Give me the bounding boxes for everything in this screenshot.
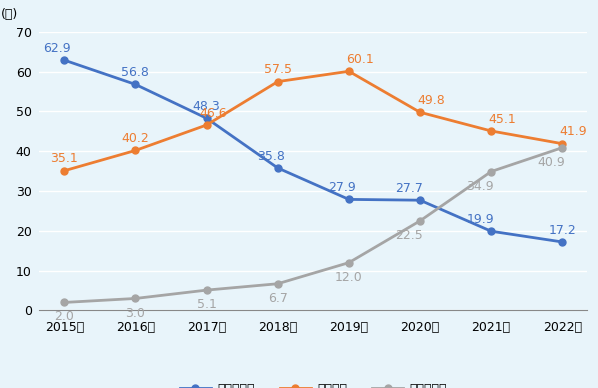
Text: 46.6: 46.6 [200, 107, 227, 120]
Text: 49.8: 49.8 [417, 94, 445, 107]
代替燃料車 [132, 296, 139, 301]
Legend: ディーゼル, ガソリン, 代替燃料車: ディーゼル, ガソリン, 代替燃料車 [175, 378, 452, 388]
代替燃料車 [61, 300, 68, 305]
代替燃料車 [559, 146, 566, 150]
代替燃料車 [203, 288, 210, 293]
Text: 6.7: 6.7 [268, 292, 288, 305]
Text: 56.8: 56.8 [121, 66, 150, 79]
Text: (％): (％) [1, 8, 19, 21]
ガソリン [345, 69, 352, 74]
ディーゼル [61, 58, 68, 62]
Text: 12.0: 12.0 [335, 271, 363, 284]
Text: 27.9: 27.9 [328, 181, 356, 194]
ガソリン [203, 123, 210, 127]
ディーゼル [274, 166, 281, 170]
ガソリン [274, 79, 281, 84]
Text: 22.5: 22.5 [395, 229, 423, 242]
代替燃料車 [416, 218, 423, 223]
ガソリン [559, 141, 566, 146]
Text: 19.9: 19.9 [466, 213, 494, 226]
ディーゼル [203, 116, 210, 121]
Text: 17.2: 17.2 [548, 223, 576, 237]
Text: 5.1: 5.1 [197, 298, 216, 311]
Line: 代替燃料車: 代替燃料車 [61, 144, 566, 306]
代替燃料車 [345, 260, 352, 265]
ディーゼル [345, 197, 352, 202]
Text: 27.7: 27.7 [395, 182, 423, 195]
Text: 40.9: 40.9 [538, 156, 565, 169]
Text: 35.8: 35.8 [257, 150, 285, 163]
ガソリン [487, 129, 495, 133]
Line: ガソリン: ガソリン [61, 68, 566, 174]
Text: 60.1: 60.1 [346, 53, 374, 66]
ガソリン [61, 168, 68, 173]
Text: 3.0: 3.0 [126, 307, 145, 320]
Line: ディーゼル: ディーゼル [61, 57, 566, 246]
ガソリン [132, 148, 139, 153]
ディーゼル [132, 82, 139, 87]
Text: 34.9: 34.9 [466, 180, 494, 192]
Text: 48.3: 48.3 [193, 100, 221, 113]
ディーゼル [487, 229, 495, 234]
代替燃料車 [487, 169, 495, 174]
ガソリン [416, 110, 423, 114]
ディーゼル [559, 240, 566, 244]
Text: 62.9: 62.9 [44, 42, 71, 55]
Text: 35.1: 35.1 [50, 152, 78, 165]
Text: 45.1: 45.1 [489, 113, 516, 126]
代替燃料車 [274, 281, 281, 286]
Text: 2.0: 2.0 [54, 310, 74, 324]
ディーゼル [416, 198, 423, 203]
Text: 40.2: 40.2 [121, 132, 150, 145]
Text: 57.5: 57.5 [264, 63, 292, 76]
Text: 41.9: 41.9 [560, 125, 587, 139]
